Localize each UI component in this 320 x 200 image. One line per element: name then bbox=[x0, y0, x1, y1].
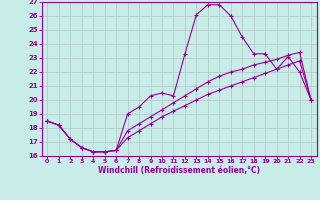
X-axis label: Windchill (Refroidissement éolien,°C): Windchill (Refroidissement éolien,°C) bbox=[98, 166, 260, 175]
